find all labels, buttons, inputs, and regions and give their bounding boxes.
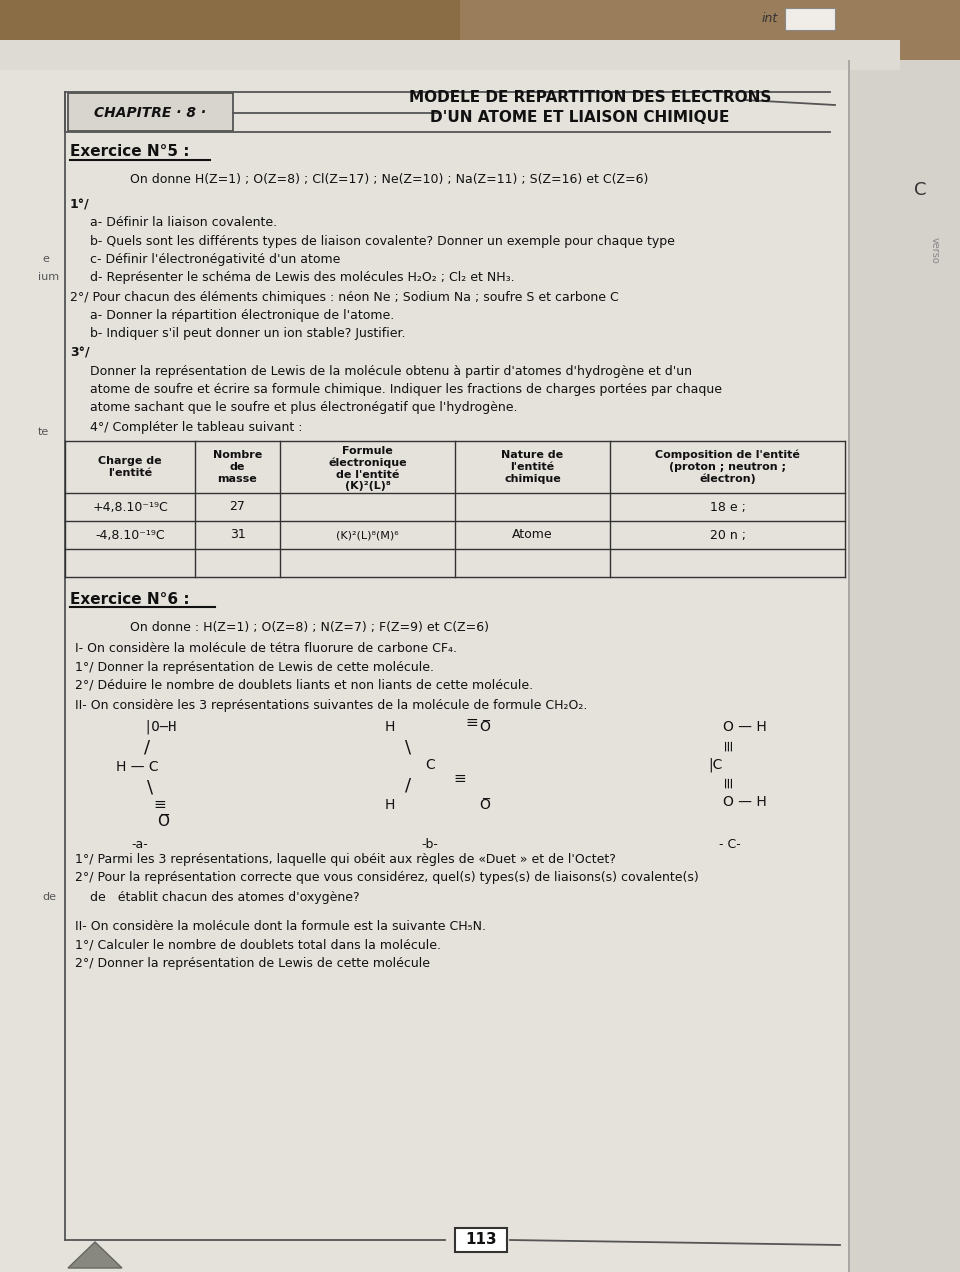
Text: |O—H: |O—H: [143, 720, 177, 734]
Text: d- Représenter le schéma de Lewis des molécules H₂O₂ ; Cl₂ et NH₃.: d- Représenter le schéma de Lewis des mo…: [90, 271, 515, 284]
Text: atome sachant que le soufre et plus électronégatif que l'hydrogène.: atome sachant que le soufre et plus élec…: [90, 401, 517, 413]
Text: ≡: ≡: [154, 798, 166, 813]
Text: ium: ium: [38, 272, 60, 282]
Text: (K)²(L)⁸: (K)²(L)⁸: [345, 481, 391, 491]
Text: 1°/ Calculer le nombre de doublets total dans la molécule.: 1°/ Calculer le nombre de doublets total…: [75, 939, 441, 951]
Text: ≡: ≡: [466, 715, 478, 730]
Text: \: \: [147, 778, 153, 796]
Text: O̅: O̅: [480, 798, 491, 812]
Text: atome de soufre et écrire sa formule chimique. Indiquer les fractions de charges: atome de soufre et écrire sa formule chi…: [90, 383, 722, 396]
Text: MODELE DE REPARTITION DES ELECTRONS: MODELE DE REPARTITION DES ELECTRONS: [409, 90, 771, 106]
Text: b- Quels sont les différents types de liaison covalente? Donner un exemple pour : b- Quels sont les différents types de li…: [90, 234, 675, 248]
Text: 1°/ Parmi les 3 représentations, laquelle qui obéit aux règles de «Duet » et de : 1°/ Parmi les 3 représentations, laquell…: [75, 852, 616, 865]
Text: I- On considère la molécule de tétra fluorure de carbone CF₄.: I- On considère la molécule de tétra flu…: [75, 642, 457, 655]
Text: \: \: [405, 738, 411, 756]
Text: b- Indiquer s'il peut donner un ion stable? Justifier.: b- Indiquer s'il peut donner un ion stab…: [90, 327, 405, 340]
Text: c- Définir l'électronégativité d'un atome: c- Définir l'électronégativité d'un atom…: [90, 253, 341, 266]
Text: 31: 31: [229, 528, 246, 542]
Text: Nombre
de
masse: Nombre de masse: [213, 450, 262, 483]
Text: Exercice N°5 :: Exercice N°5 :: [70, 145, 189, 159]
Bar: [785, 8, 835, 31]
Bar: [848, 60, 850, 1272]
Text: 113: 113: [466, 1233, 497, 1248]
Text: 18 e ;: 18 e ;: [709, 500, 745, 514]
Text: 2°/ Pour la représentation correcte que vous considérez, quel(s) types(s) de lia: 2°/ Pour la représentation correcte que …: [75, 871, 699, 884]
Text: 2°/ Donner la représentation de Lewis de cette molécule: 2°/ Donner la représentation de Lewis de…: [75, 958, 430, 971]
Text: - C-: - C-: [719, 838, 741, 851]
Text: de: de: [42, 892, 56, 902]
Polygon shape: [68, 1241, 122, 1268]
Text: Atome: Atome: [513, 528, 553, 542]
Text: Composition de l'entité
(proton ; neutron ;
électron): Composition de l'entité (proton ; neutro…: [655, 450, 800, 485]
Text: ≡: ≡: [721, 776, 735, 789]
Text: -a-: -a-: [132, 838, 149, 851]
Bar: [0, 0, 460, 60]
Text: Exercice N°6 :: Exercice N°6 :: [70, 591, 190, 607]
Text: 1°/ Donner la représentation de Lewis de cette molécule.: 1°/ Donner la représentation de Lewis de…: [75, 660, 434, 673]
Text: a- Donner la répartition électronique de l'atome.: a- Donner la répartition électronique de…: [90, 309, 395, 322]
Text: te: te: [38, 427, 49, 438]
Text: verso: verso: [930, 237, 940, 263]
Text: 3°/: 3°/: [70, 346, 89, 360]
Text: ≡: ≡: [721, 739, 735, 752]
Bar: [0, 39, 900, 70]
Text: H: H: [385, 720, 396, 734]
Text: +4,8.10⁻¹⁹C: +4,8.10⁻¹⁹C: [92, 500, 168, 514]
Text: ≡: ≡: [454, 772, 467, 786]
Text: e: e: [42, 254, 49, 265]
Bar: [455, 1227, 507, 1252]
Text: Donner la représentation de Lewis de la molécule obtenu à partir d'atomes d'hydr: Donner la représentation de Lewis de la …: [90, 365, 692, 378]
Text: 2°/ Pour chacun des éléments chimiques : néon Ne ; Sodium Na ; soufre S et carbo: 2°/ Pour chacun des éléments chimiques :…: [70, 290, 619, 304]
Bar: [68, 93, 233, 131]
Text: On donne H(Z=1) ; O(Z=8) ; Cl(Z=17) ; Ne(Z=10) ; Na(Z=11) ; S(Z=16) et C(Z=6): On donne H(Z=1) ; O(Z=8) ; Cl(Z=17) ; Ne…: [130, 173, 648, 187]
Text: O̅: O̅: [480, 720, 491, 734]
Text: On donne : H(Z=1) ; O(Z=8) ; N(Z=7) ; F(Z=9) et C(Z=6): On donne : H(Z=1) ; O(Z=8) ; N(Z=7) ; F(…: [130, 621, 489, 633]
Text: -b-: -b-: [421, 838, 439, 851]
Text: H — C: H — C: [116, 759, 158, 773]
Text: H: H: [385, 798, 396, 812]
Text: II- On considère les 3 représentations suivantes de la molécule de formule CH₂O₂: II- On considère les 3 représentations s…: [75, 698, 588, 711]
Text: Charge de
l'entité: Charge de l'entité: [98, 457, 162, 478]
Text: 4°/ Compléter le tableau suivant :: 4°/ Compléter le tableau suivant :: [90, 421, 302, 434]
Text: de   établit chacun des atomes d'oxygène?: de établit chacun des atomes d'oxygène?: [90, 890, 360, 903]
Text: a- Définir la liaison covalente.: a- Définir la liaison covalente.: [90, 216, 277, 229]
Text: -4,8.10⁻¹⁹C: -4,8.10⁻¹⁹C: [95, 528, 165, 542]
Text: D'UN ATOME ET LIAISON CHIMIQUE: D'UN ATOME ET LIAISON CHIMIQUE: [430, 111, 730, 126]
Text: 27: 27: [229, 500, 246, 514]
Text: CHAPITRE · 8 ·: CHAPITRE · 8 ·: [94, 106, 206, 120]
Text: II- On considère la molécule dont la formule est la suivante CH₅N.: II- On considère la molécule dont la for…: [75, 920, 486, 932]
Text: 20 n ;: 20 n ;: [709, 528, 746, 542]
Bar: [850, 60, 960, 1272]
Text: 1°/: 1°/: [70, 198, 89, 211]
Text: O — H: O — H: [723, 720, 767, 734]
Text: /: /: [144, 738, 150, 756]
Text: 2°/ Déduire le nombre de doublets liants et non liants de cette molécule.: 2°/ Déduire le nombre de doublets liants…: [75, 678, 533, 692]
Text: Formule
électronique
de l'entité: Formule électronique de l'entité: [328, 446, 407, 480]
Text: O — H: O — H: [723, 795, 767, 809]
Text: int: int: [762, 11, 779, 24]
Text: /: /: [405, 776, 411, 794]
Text: O̅: O̅: [157, 814, 169, 829]
Text: (K)²(L)⁸(M)⁶: (K)²(L)⁸(M)⁶: [336, 530, 398, 541]
Text: Nature de
l'entité
chimique: Nature de l'entité chimique: [501, 450, 564, 483]
Text: C: C: [914, 181, 926, 198]
Text: |C: |C: [708, 758, 722, 772]
Text: C: C: [425, 758, 435, 772]
